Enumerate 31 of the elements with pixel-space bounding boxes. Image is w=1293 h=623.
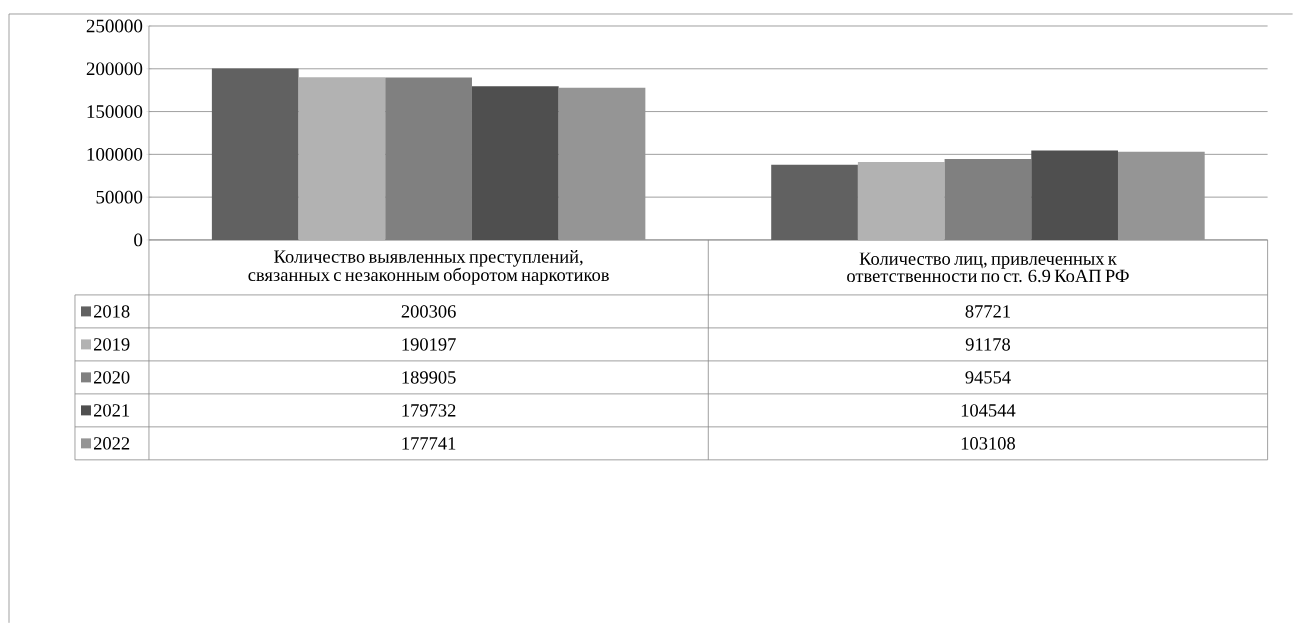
data-label: 91178 bbox=[965, 338, 1011, 351]
data-label: 94554 bbox=[965, 371, 1011, 384]
data-label: 189905 bbox=[402, 371, 456, 384]
data-label: 103108 bbox=[961, 437, 1015, 450]
bar bbox=[1117, 151, 1205, 240]
legend-label: 2020 bbox=[93, 371, 130, 384]
data-label: 104544 bbox=[961, 404, 1016, 417]
legend-label: 2022 bbox=[93, 437, 130, 450]
data-label: 177741 bbox=[402, 437, 456, 450]
y-tick-label: 50000 bbox=[96, 190, 143, 204]
legend-label: 2021 bbox=[93, 404, 130, 417]
data-label: 179732 bbox=[402, 404, 456, 417]
legend-label: 2018 bbox=[93, 305, 130, 318]
data-label: 87721 bbox=[965, 305, 1010, 318]
x-tick-label: Количество выявленных преступлений, связанных с незаконным оборотом наркотиков bbox=[248, 249, 609, 285]
bar bbox=[1031, 150, 1118, 240]
bar bbox=[771, 164, 858, 240]
data-label: 190197 bbox=[402, 338, 456, 351]
legend-label: 2019 bbox=[93, 338, 130, 351]
bar bbox=[857, 161, 945, 240]
bar bbox=[211, 68, 299, 240]
bar bbox=[558, 87, 646, 240]
x-tick-label: Количество лиц, привлеченных к ответственности по ст. 6.9 КоАП РФ bbox=[847, 252, 1129, 283]
y-tick-label: 150000 bbox=[87, 105, 143, 118]
bar bbox=[298, 77, 386, 240]
y-tick-label: 200000 bbox=[86, 62, 143, 76]
y-tick-label: 0 bbox=[134, 233, 143, 247]
data-label: 200306 bbox=[401, 305, 456, 318]
y-tick-label: 100000 bbox=[87, 147, 143, 161]
y-tick-label: 250000 bbox=[86, 19, 143, 33]
bar bbox=[471, 86, 559, 240]
